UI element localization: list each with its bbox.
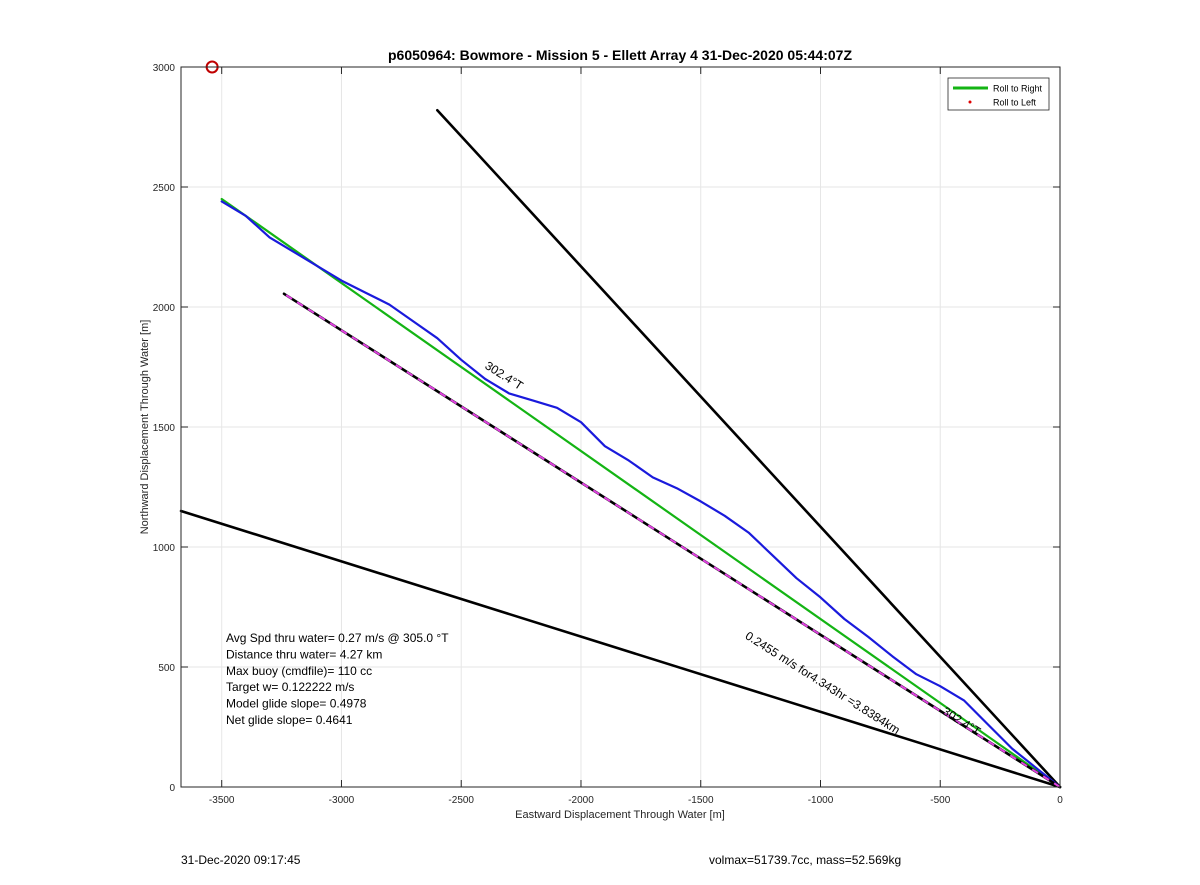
- y-tick-label: 2500: [153, 183, 176, 194]
- stats-line: Distance thru water= 4.27 km: [226, 647, 382, 661]
- legend: Roll to Right Roll to Left: [947, 77, 1050, 111]
- stats-line: Avg Spd thru water= 0.27 m/s @ 305.0 °T: [226, 631, 449, 645]
- series-line-roll-to-right: [220, 197, 1062, 789]
- y-tick-label: 1500: [153, 423, 176, 434]
- chart-title: p6050964: Bowmore - Mission 5 - Ellett A…: [388, 47, 852, 63]
- y-tick-label: 0: [169, 783, 175, 794]
- axes-layer: -3500 -3000 -2500 -2000 -1500 -1000 -500 0 0 500 1…: [153, 63, 1063, 806]
- stats-line: Max buoy (cmdfile)= 110 cc: [226, 664, 372, 678]
- footer-timestamp: 31-Dec-2020 09:17:45: [181, 853, 301, 867]
- x-tick-label: -2000: [568, 795, 594, 806]
- x-tick-label: -1000: [808, 795, 834, 806]
- legend-label: Roll to Right: [993, 84, 1043, 94]
- stats-text-block: Avg Spd thru water= 0.27 m/s @ 305.0 °T D…: [226, 631, 449, 727]
- y-tick-label: 3000: [153, 63, 176, 74]
- x-tick-label: -3500: [209, 795, 235, 806]
- x-tick-label: -3000: [329, 795, 355, 806]
- stats-line: Model glide slope= 0.4978: [226, 697, 367, 711]
- series-layer: [179, 60, 1062, 789]
- series-line-lower-bound: [179, 509, 1062, 789]
- legend-swatch-dot: [968, 100, 972, 104]
- y-tick-label: 1000: [153, 543, 176, 554]
- footer-volmax-mass: volmax=51739.7cc, mass=52.569kg: [709, 853, 902, 867]
- x-tick-label: 0: [1057, 795, 1063, 806]
- stats-line: Net glide slope= 0.4641: [226, 713, 353, 727]
- x-tick-label: -1500: [688, 795, 714, 806]
- y-axis-label: Northward Displacement Through Water [m]: [139, 320, 151, 535]
- x-tick-label: -2500: [448, 795, 474, 806]
- y-tick-label: 2000: [153, 303, 176, 314]
- series-dash-course-line: [283, 292, 1061, 788]
- series-line-upper-bound: [435, 108, 1062, 789]
- stats-line: Target w= 0.122222 m/s: [226, 680, 354, 694]
- x-tick-label: -500: [930, 795, 950, 806]
- legend-label: Roll to Left: [993, 98, 1037, 108]
- x-axis-label: Eastward Displacement Through Water [m]: [515, 809, 725, 821]
- y-tick-label: 500: [158, 663, 175, 674]
- series-line-glider-track: [220, 200, 1062, 789]
- legend-box: [947, 77, 1050, 111]
